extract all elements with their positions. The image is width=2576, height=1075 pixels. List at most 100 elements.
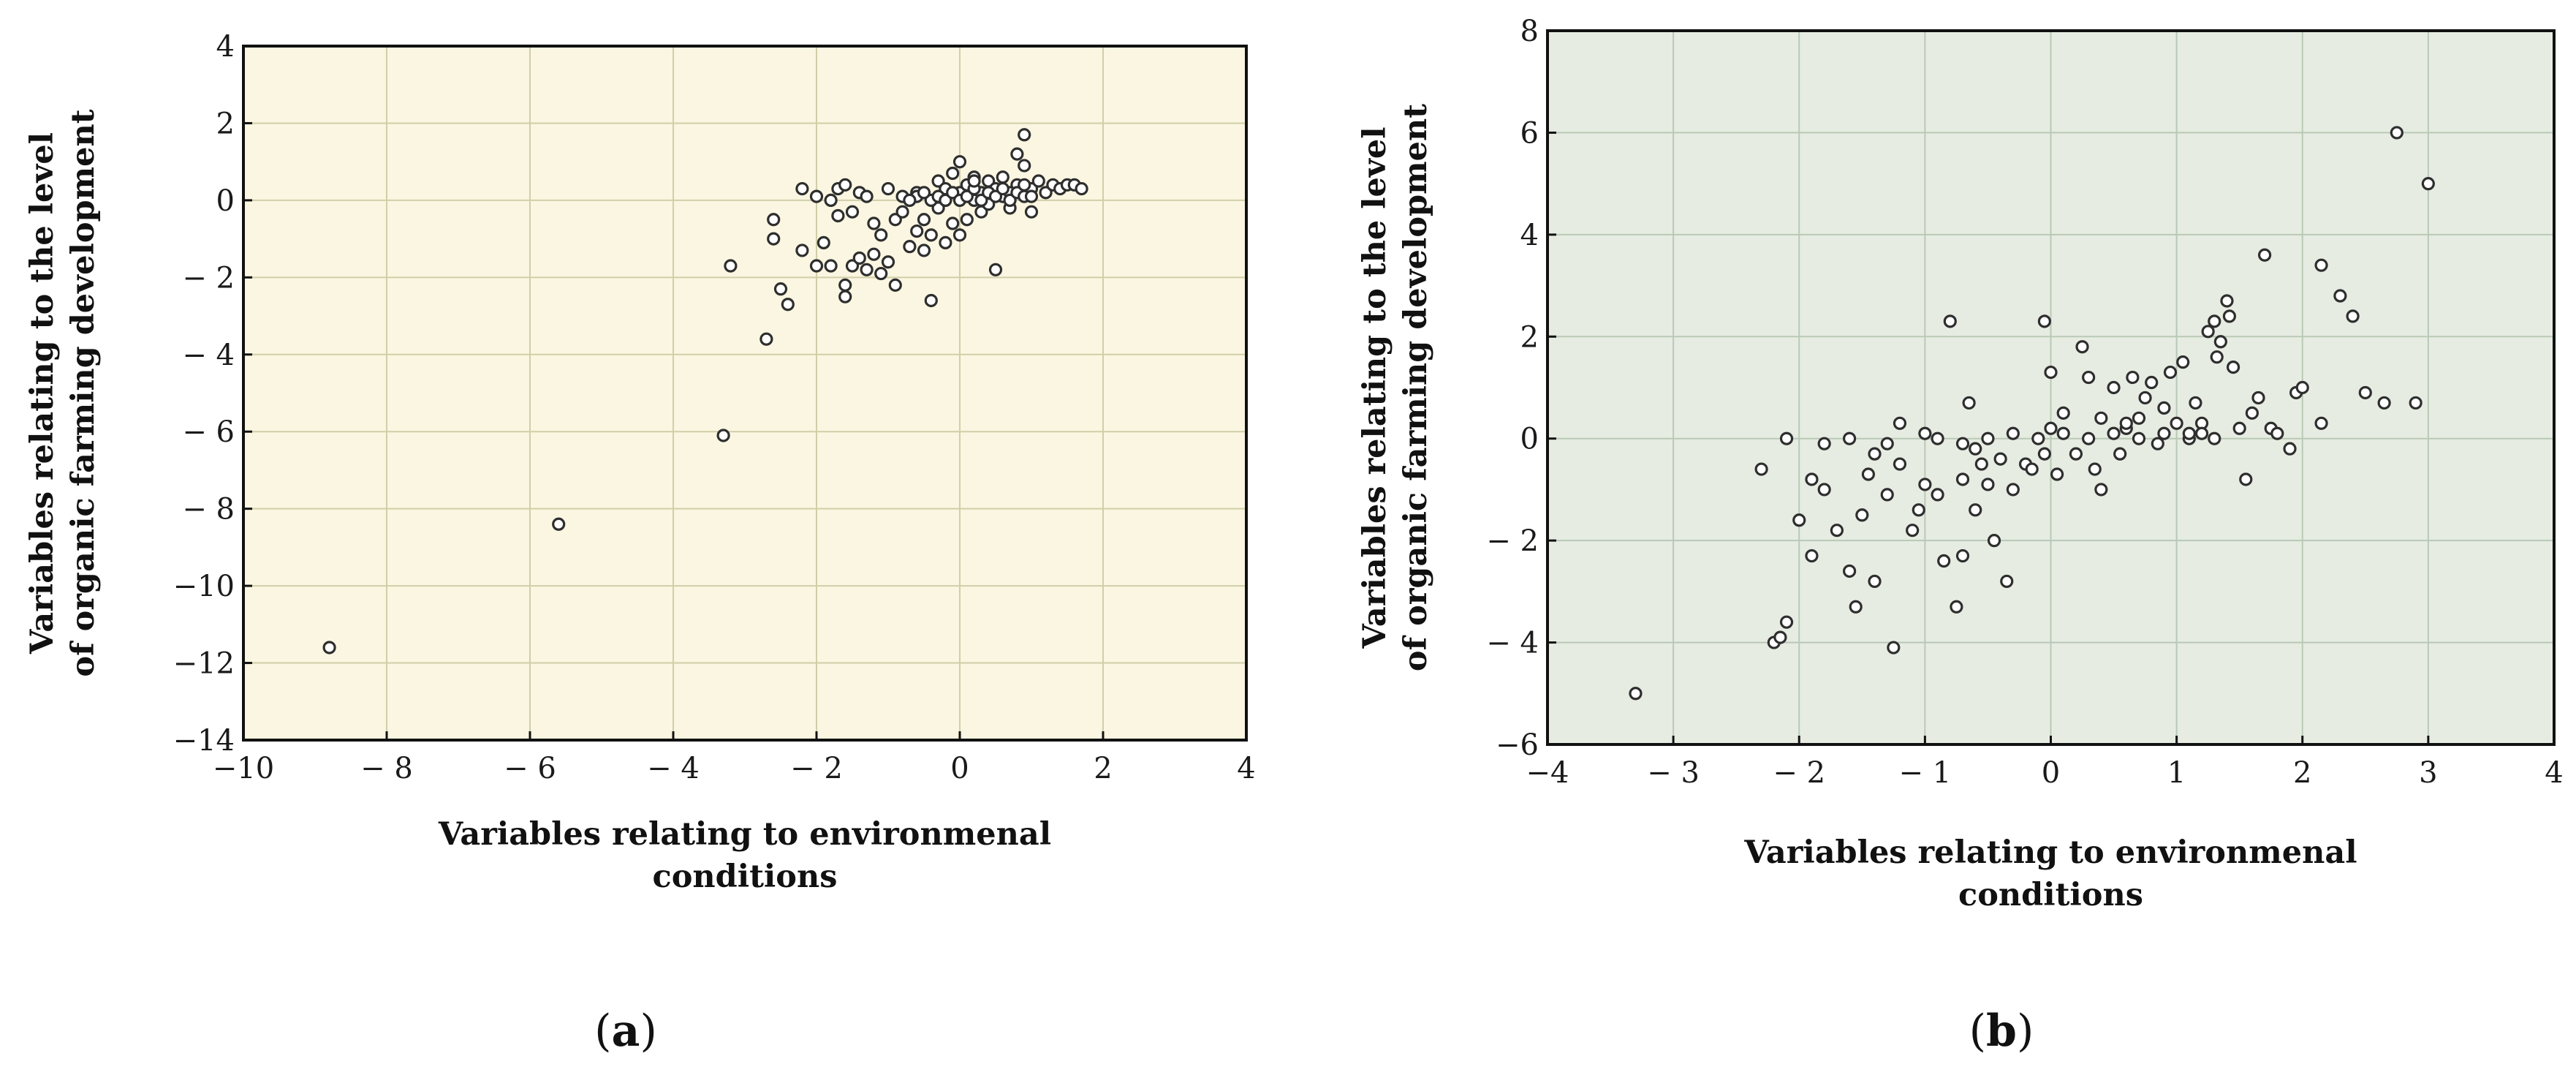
- scatter-point: [1974, 457, 1988, 471]
- scatter-point: [2176, 355, 2190, 369]
- x-tick-label: − 8: [360, 752, 413, 785]
- y-axis-label: Variables relating to the level of organi…: [24, 109, 102, 676]
- chart-panel-a: −10 − 8 − 6 − 4 − 2 0 2 4 −14 −12 −10 − 8 − 6 − 4 − 2 0…: [24, 30, 1256, 1057]
- scatter-point: [1931, 488, 1944, 502]
- x-axis-label-line: conditions: [653, 859, 838, 895]
- scatter-point: [2037, 447, 2051, 461]
- scatter-point: [767, 213, 781, 227]
- y-tick-label: 0: [1520, 423, 1539, 456]
- scatter-point: [781, 298, 795, 312]
- scatter-point: [2006, 483, 2020, 497]
- scatter-point: [795, 244, 809, 257]
- scatter-point: [867, 247, 881, 261]
- scatter-point: [881, 181, 895, 196]
- scatter-point: [2314, 258, 2328, 272]
- panel-label-letter: b: [1986, 1006, 2017, 1057]
- scatter-point: [2208, 431, 2221, 445]
- x-tick-label: 4: [2545, 756, 2563, 790]
- scatter-point: [888, 278, 902, 292]
- scatter-point: [2088, 462, 2102, 476]
- x-axis-label-line: Variables relating to environmenal: [438, 816, 1051, 853]
- scatter-point: [1779, 431, 1794, 445]
- scatter-point: [1792, 513, 1806, 527]
- y-tick-label: 8: [1520, 15, 1539, 48]
- scatter-point: [2201, 325, 2215, 339]
- scatter-point: [2170, 416, 2183, 430]
- scatter-point: [1805, 472, 1819, 486]
- scatter-point: [1955, 437, 1970, 450]
- scatter-point: [2107, 426, 2121, 440]
- scatter-point: [724, 259, 738, 273]
- scatter-point: [1918, 426, 1932, 440]
- scatter-point: [2031, 431, 2045, 445]
- scatter-point: [2189, 396, 2202, 410]
- y-tick-label: −12: [173, 647, 235, 681]
- scatter-point: [824, 193, 838, 207]
- scatter-point: [1010, 147, 1024, 161]
- scatter-point: [2409, 396, 2422, 410]
- scatter-point: [960, 213, 974, 227]
- y-axis-label: Variables relating to the level of organi…: [1357, 104, 1434, 671]
- x-tick-label: − 4: [647, 752, 700, 785]
- scatter-point: [759, 332, 773, 346]
- scatter-point: [1031, 174, 1045, 188]
- scatter-point: [1018, 159, 1031, 173]
- scatter-point: [2151, 437, 2164, 450]
- scatter-point: [2208, 314, 2221, 328]
- scatter-point: [946, 216, 960, 230]
- scatter-point: [1969, 503, 1982, 517]
- scatter-point: [2163, 365, 2178, 380]
- scatter-point: [874, 228, 888, 242]
- scatter-point: [773, 282, 788, 296]
- scatter-point: [838, 290, 852, 303]
- scatter-point: [2025, 462, 2039, 476]
- x-tick-label: 4: [1237, 752, 1255, 785]
- scatter-point: [845, 205, 860, 219]
- scatter-point: [2390, 126, 2403, 140]
- scatter-point: [2113, 447, 2127, 461]
- scatter-point: [910, 224, 924, 238]
- scatter-point: [2157, 401, 2171, 415]
- scatter-point: [2126, 370, 2140, 385]
- scatter-point: [874, 266, 888, 281]
- scatter-point: [860, 189, 874, 203]
- x-tick-label: −10: [213, 752, 274, 785]
- scatter-point: [838, 278, 852, 292]
- x-tick-label: −4: [1526, 756, 1569, 790]
- y-tick-label: −10: [173, 570, 235, 603]
- x-tick-label: 3: [2419, 756, 2437, 790]
- scatter-point: [2377, 396, 2391, 410]
- x-tick-label: − 3: [1647, 756, 1700, 790]
- scatter-point: [1830, 524, 1844, 538]
- scatter-point: [2226, 361, 2240, 374]
- scatter-point: [2333, 289, 2347, 303]
- scatter-point: [1943, 314, 1957, 328]
- scatter-point: [1843, 431, 1857, 445]
- scatter-point: [860, 263, 874, 276]
- scatter-point: [917, 186, 931, 200]
- scatter-point: [996, 170, 1009, 184]
- scatter-point: [767, 232, 781, 246]
- x-tick-label: − 2: [790, 752, 843, 785]
- scatter-point: [2182, 426, 2196, 440]
- scatter-point: [1969, 442, 1982, 456]
- scatter-point: [2346, 309, 2360, 323]
- scatter-point: [2075, 340, 2089, 354]
- y-tick-label: 2: [216, 107, 235, 140]
- scatter-point: [1805, 548, 1819, 563]
- scatter-point: [1955, 548, 1970, 563]
- scatter-point: [795, 181, 809, 196]
- scatter-point: [1981, 478, 1995, 491]
- scatter-point: [1893, 457, 1907, 471]
- scatter-point: [322, 641, 336, 655]
- scatter-point: [2107, 380, 2121, 395]
- scatter-point: [1887, 641, 1901, 655]
- scatter-point: [952, 155, 967, 169]
- scatter-point: [2056, 426, 2070, 440]
- scatter-point: [2138, 391, 2152, 405]
- panel-label-close: ): [640, 1006, 656, 1057]
- panel-label-letter: a: [612, 1006, 640, 1057]
- x-tick-label: − 6: [504, 752, 556, 785]
- scatter-point: [809, 259, 824, 273]
